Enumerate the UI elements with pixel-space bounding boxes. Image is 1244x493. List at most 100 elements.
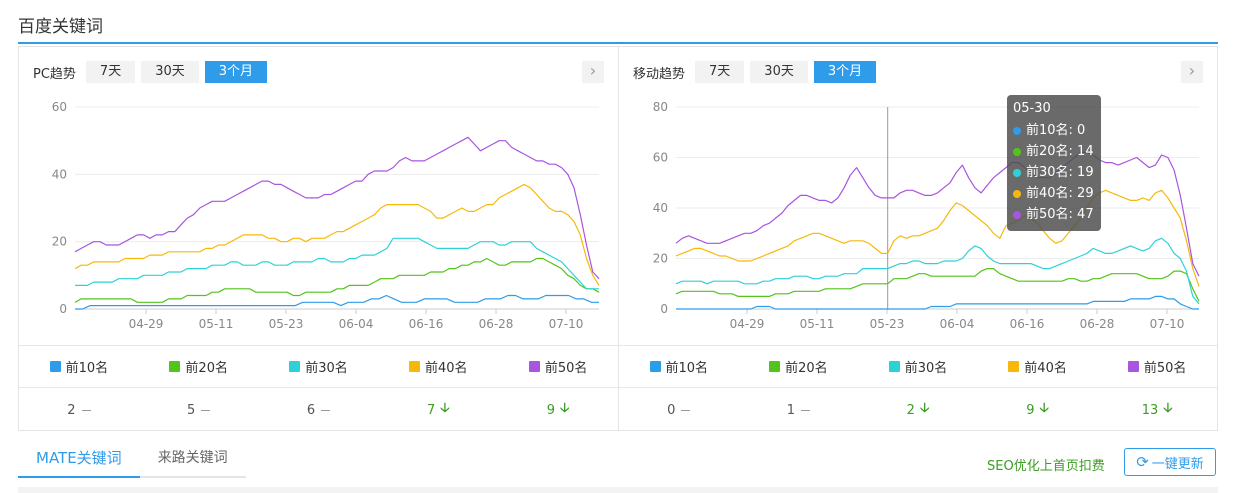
keyword-tabs: MATE关键词 来路关键词 xyxy=(18,440,246,478)
seo-optimize-link[interactable]: SEO优化上首页扣费 xyxy=(987,459,1105,474)
legend-label: 前40名 xyxy=(425,361,468,376)
pc-legend-item[interactable]: 前40名 xyxy=(378,346,498,387)
tooltip-text: 前30名: 19 xyxy=(1026,165,1094,180)
count-value: 9 xyxy=(546,402,556,418)
down-arrow-icon: 🡣 xyxy=(919,401,930,416)
pc-trend-panel: PC趋势 7天 30天 3个月 › 0 20 40 60 04-29 05-11 05-23… xyxy=(18,46,619,431)
pc-legend-item[interactable]: 前20名 xyxy=(139,346,259,387)
down-arrow-icon: 🡣 xyxy=(1163,401,1173,416)
tooltip-dot xyxy=(1013,210,1021,219)
legend-swatch xyxy=(769,361,781,372)
refresh-label: 一键更新 xyxy=(1151,456,1204,472)
tooltip-text: 前20名: 14 xyxy=(1026,144,1094,159)
y-tick-label: 40 xyxy=(653,201,668,215)
mobile-tab-7d[interactable]: 7天 xyxy=(695,61,745,83)
legend-swatch xyxy=(888,361,900,372)
mobile-legend-item[interactable]: 前50名 xyxy=(1097,346,1217,387)
flat-trend-icon xyxy=(81,409,91,411)
count-value: 1 xyxy=(786,402,796,418)
x-tick-label: 06-16 xyxy=(1010,317,1045,331)
page-title: 百度关键词 xyxy=(18,17,103,37)
mobile-next-arrow-icon[interactable]: › xyxy=(1181,61,1203,83)
mobile-tab-30d[interactable]: 30天 xyxy=(750,61,808,83)
legend-label: 前50名 xyxy=(1143,361,1187,376)
mobile-trend-label: 移动趋势 xyxy=(633,66,686,82)
y-tick-label: 0 xyxy=(59,302,67,316)
x-tick-label: 05-11 xyxy=(199,317,234,331)
mobile-count-top10: 0 xyxy=(619,389,739,431)
mobile-trend-chart: 0 20 40 60 80 04-29 05-11 05-23 06-04 06-16 06-28 0… xyxy=(653,100,1200,331)
pc-legend-item[interactable]: 前50名 xyxy=(498,346,618,387)
mobile-count-top30: 2 🡣 xyxy=(858,389,978,431)
pc-next-arrow-icon[interactable]: › xyxy=(582,61,604,83)
count-value: 13 xyxy=(1141,402,1159,418)
pc-count-top50: 9 🡣 xyxy=(498,389,618,431)
count-value: 2 xyxy=(906,402,915,418)
series-line-3 xyxy=(675,237,1200,305)
legend-swatch xyxy=(49,361,61,372)
pc-trend-chart: 0 20 40 60 04-29 05-11 05-23 06-04 06-16 06-28 07-… xyxy=(52,100,600,331)
legend-label: 前30名 xyxy=(904,361,948,376)
refresh-icon: ⟳ xyxy=(1136,453,1149,471)
x-tick-label: 04-29 xyxy=(129,317,164,331)
legend-label: 前10名 xyxy=(665,361,709,376)
mobile-tab-3m[interactable]: 3个月 xyxy=(813,61,877,83)
x-tick-label: 06-28 xyxy=(479,317,514,331)
x-tick-label: 05-23 xyxy=(870,317,905,331)
refresh-all-button[interactable]: ⟳ 一键更新 xyxy=(1124,448,1216,476)
mobile-legend-item[interactable]: 前10名 xyxy=(619,346,739,387)
tooltip-row: 前20名: 14 xyxy=(1013,141,1095,162)
flat-trend-icon xyxy=(801,409,811,411)
pc-tab-3m[interactable]: 3个月 xyxy=(204,61,268,83)
pc-tab-30d[interactable]: 30天 xyxy=(141,61,199,83)
pc-header: PC趋势 7天 30天 3个月 xyxy=(33,61,273,83)
series-line-1 xyxy=(75,294,599,310)
tooltip-row: 前40名: 29 xyxy=(1013,183,1095,204)
chart-tooltip: 05-30 前10名: 0 前20名: 14 前30名: 19 前40名: 29… xyxy=(1007,95,1101,231)
flat-trend-icon xyxy=(681,409,691,411)
legend-swatch xyxy=(169,361,181,372)
count-value: 5 xyxy=(187,402,196,418)
tooltip-row: 前30名: 19 xyxy=(1013,162,1095,183)
legend-label: 前30名 xyxy=(305,361,348,376)
pc-count-top20: 5 xyxy=(139,389,259,431)
count-value: 2 xyxy=(67,402,76,418)
tab-mate-keywords[interactable]: MATE关键词 xyxy=(18,440,140,478)
mobile-count-top50: 13 🡣 xyxy=(1097,389,1217,431)
legend-swatch xyxy=(409,361,421,372)
mobile-count-top20: 1 xyxy=(739,389,859,431)
pc-count-top10: 2 xyxy=(19,389,139,431)
y-tick-label: 20 xyxy=(52,235,67,249)
x-tick-label: 06-16 xyxy=(409,317,444,331)
x-tick-label: 07-10 xyxy=(1150,317,1185,331)
series-line-5 xyxy=(675,151,1200,277)
count-value: 0 xyxy=(667,402,676,418)
table-header-strip xyxy=(18,487,1218,493)
legend-label: 前40名 xyxy=(1024,361,1067,376)
pc-legend-item[interactable]: 前30名 xyxy=(259,346,379,387)
mobile-legend-item[interactable]: 前30名 xyxy=(858,346,978,387)
mobile-legend-item[interactable]: 前20名 xyxy=(739,346,859,387)
pc-legend-item[interactable]: 前10名 xyxy=(19,346,139,387)
y-tick-label: 60 xyxy=(653,151,668,165)
tab-referrer-keywords[interactable]: 来路关键词 xyxy=(139,440,246,478)
y-tick-label: 40 xyxy=(52,167,67,181)
x-tick-label: 07-10 xyxy=(549,317,584,331)
mobile-legend-item[interactable]: 前40名 xyxy=(978,346,1098,387)
pc-tab-7d[interactable]: 7天 xyxy=(85,61,136,83)
y-tick-label: 80 xyxy=(653,100,668,114)
x-tick-label: 06-04 xyxy=(339,317,374,331)
down-arrow-icon: 🡣 xyxy=(1039,401,1049,416)
count-value: 7 xyxy=(426,402,436,418)
legend-swatch xyxy=(1008,361,1020,372)
legend-label: 前20名 xyxy=(785,361,828,376)
series-line-3 xyxy=(75,237,599,290)
x-tick-label: 06-28 xyxy=(1080,317,1115,331)
legend-swatch xyxy=(289,361,301,372)
flat-trend-icon xyxy=(201,409,211,411)
mobile-count-top40: 9 🡣 xyxy=(978,389,1098,431)
tooltip-row: 前10名: 0 xyxy=(1013,120,1095,141)
y-tick-label: 0 xyxy=(660,302,668,316)
down-arrow-icon: 🡣 xyxy=(440,401,450,416)
tooltip-dot xyxy=(1013,126,1021,135)
